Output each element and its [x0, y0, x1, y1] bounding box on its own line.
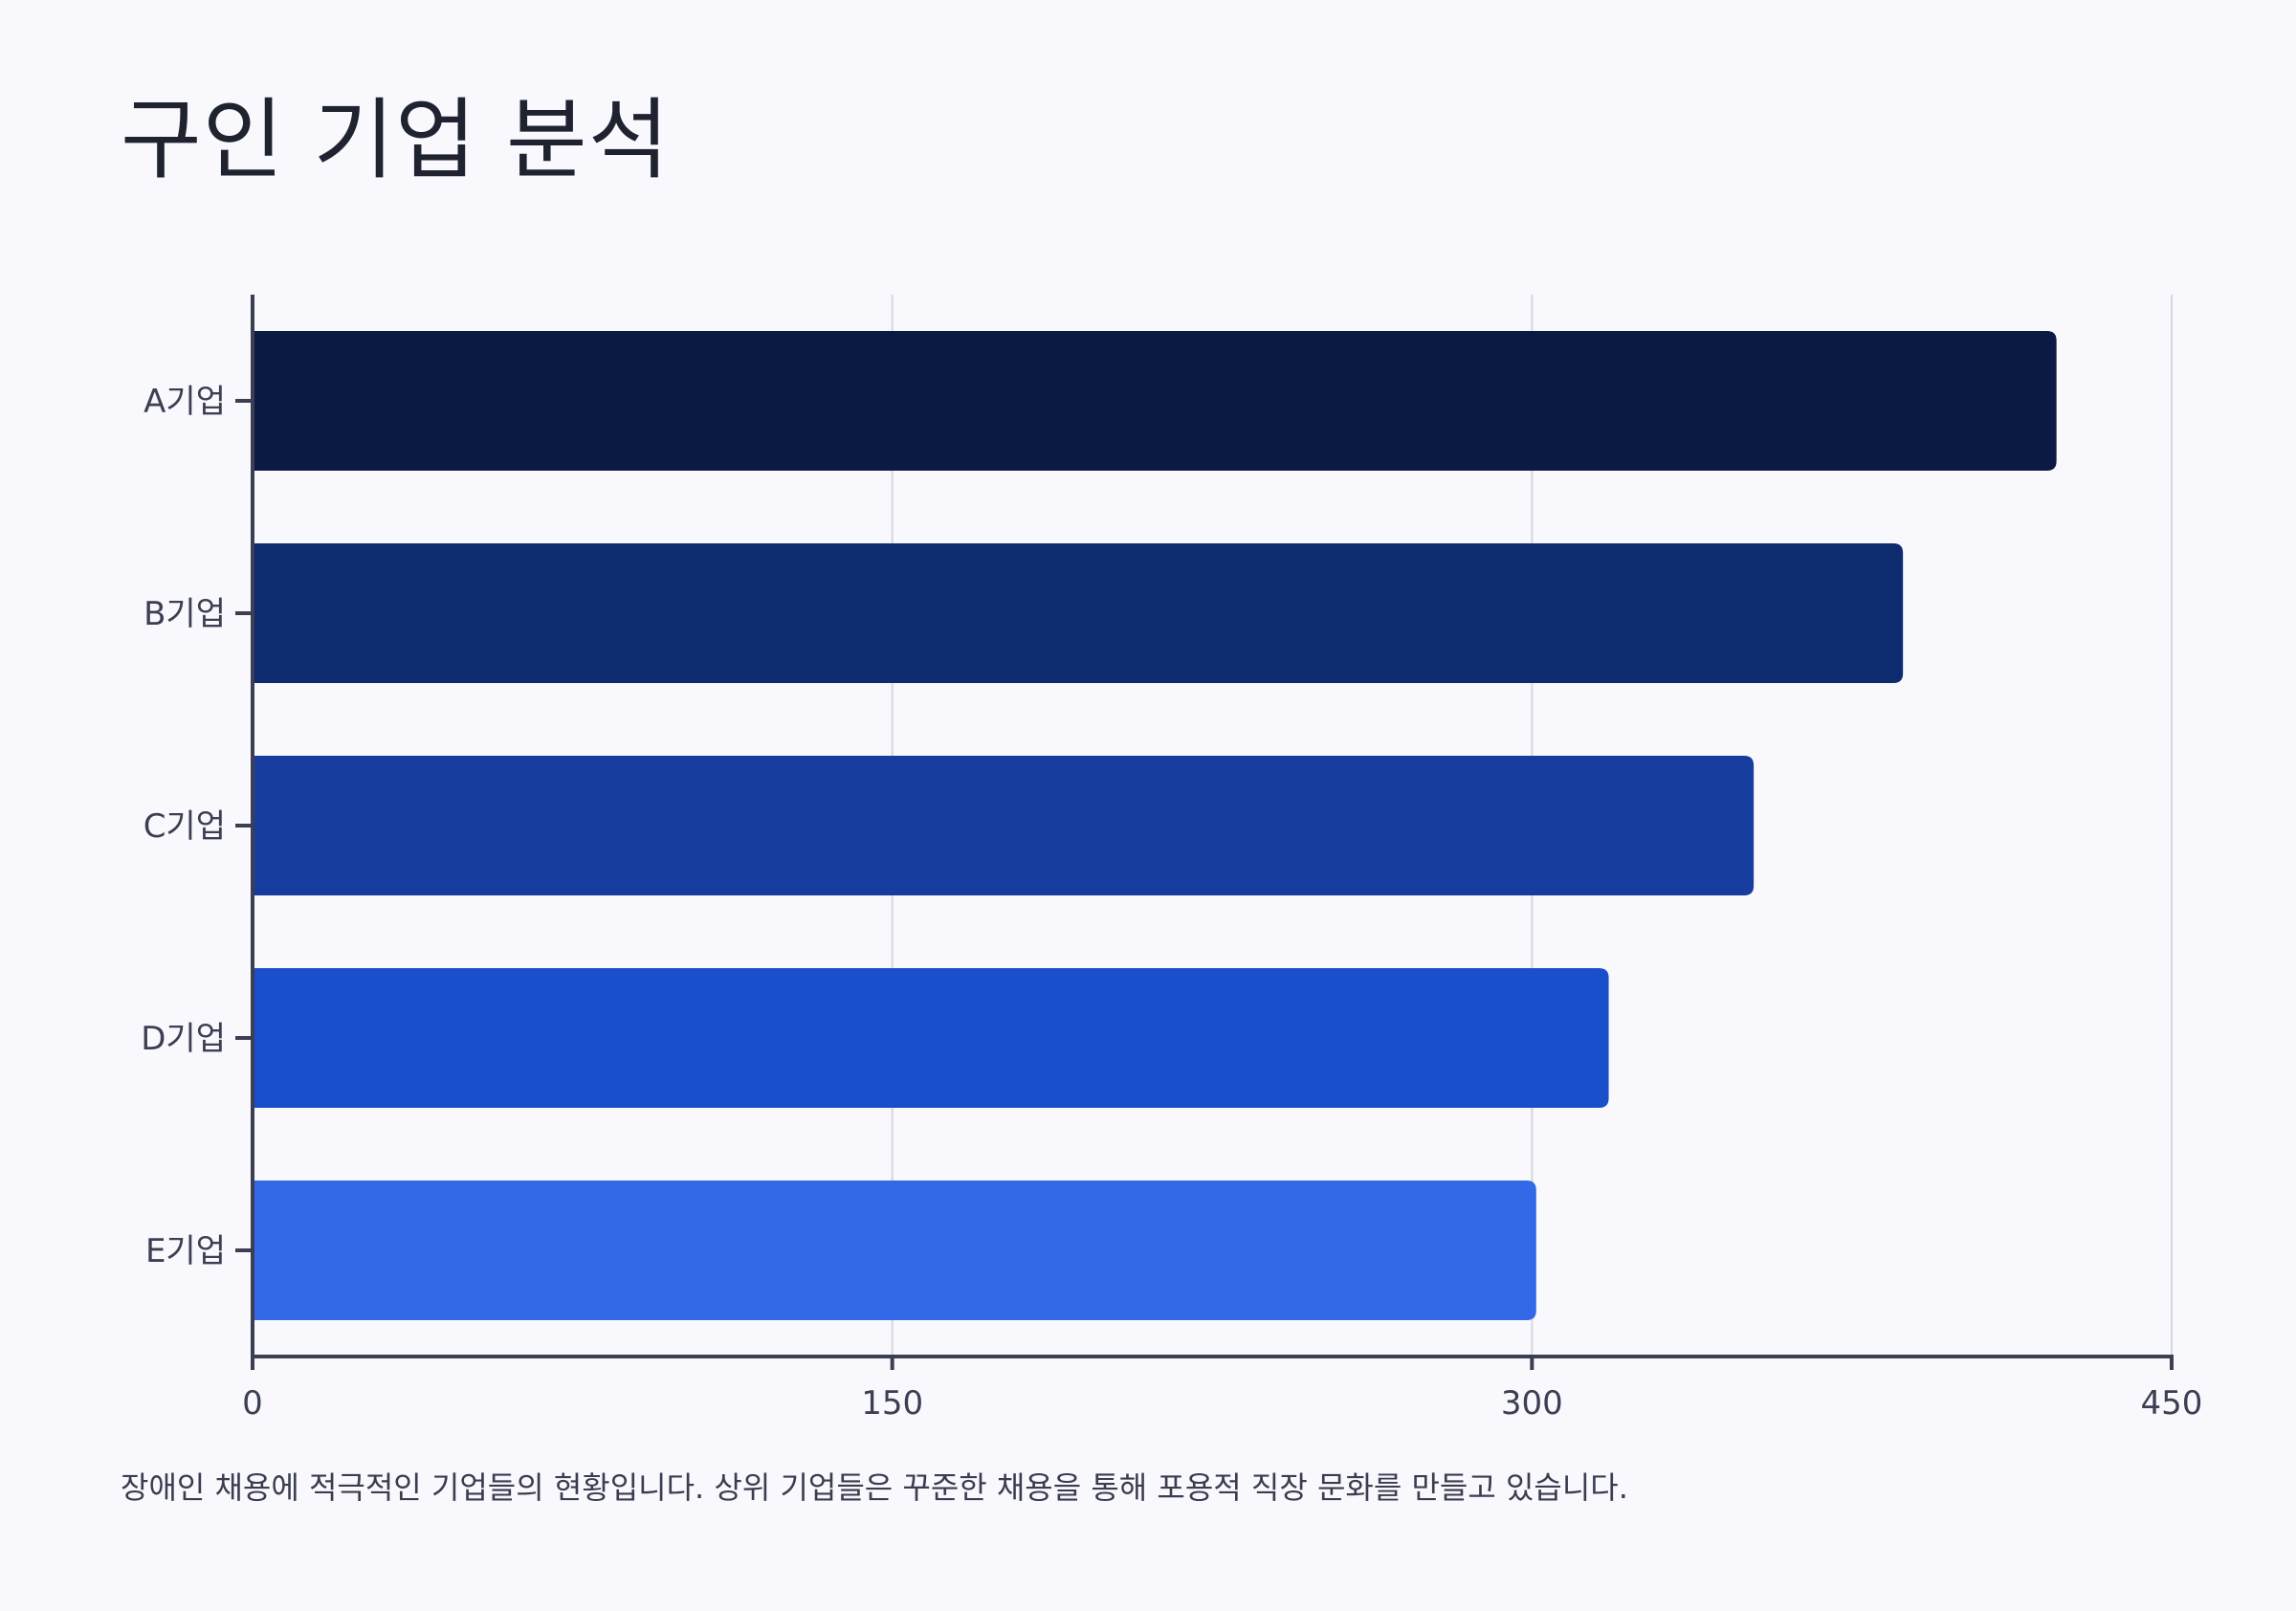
y-tick-label: C기업 [144, 807, 226, 846]
y-tick-label: E기업 [145, 1232, 226, 1270]
x-tick-label: 450 [2141, 1384, 2203, 1423]
bar-c [253, 756, 1755, 895]
x-tick-label: 150 [861, 1384, 923, 1423]
bar-e [253, 1181, 1536, 1320]
bars [253, 331, 2057, 1320]
bar-a [253, 331, 2057, 471]
chart-title: 구인 기업 분석 [121, 89, 671, 191]
x-tick-label: 300 [1501, 1384, 1563, 1423]
chart-caption: 장애인 채용에 적극적인 기업들의 현황입니다. 상위 기업들은 꾸준한 채용을… [121, 1469, 1628, 1506]
tick-labels: 0 150 300 450 A기업 B기업 C기업 D기업 E기업 [141, 383, 2202, 1423]
y-tick-label: D기업 [141, 1020, 226, 1058]
y-tick-label: A기업 [144, 383, 226, 421]
x-tick-label: 0 [242, 1384, 263, 1423]
y-tick-label: B기업 [144, 595, 226, 633]
bar-b [253, 543, 1904, 683]
axes [235, 295, 2174, 1370]
bar-d [253, 968, 1609, 1108]
